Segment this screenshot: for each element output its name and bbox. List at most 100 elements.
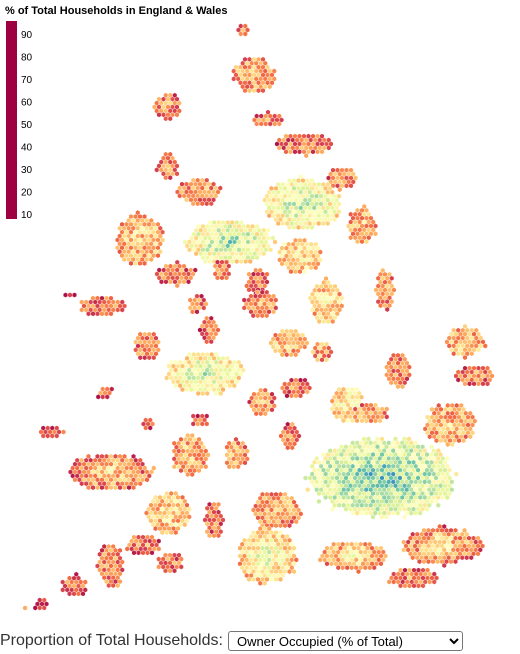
hex-cell[interactable] xyxy=(72,292,77,298)
hex-cell[interactable] xyxy=(95,310,100,317)
hex-cell[interactable] xyxy=(173,529,179,536)
hex-cell[interactable] xyxy=(461,437,466,444)
hex-cell[interactable] xyxy=(255,312,261,319)
hex-cell[interactable] xyxy=(178,564,184,570)
hex-cell[interactable] xyxy=(401,547,407,553)
hex-cell[interactable] xyxy=(204,390,210,397)
hex-cell[interactable] xyxy=(344,564,350,571)
hex-cell[interactable] xyxy=(278,576,283,583)
hex-cell[interactable] xyxy=(273,347,278,354)
hex-cell[interactable] xyxy=(371,564,377,571)
hex-cell[interactable] xyxy=(455,350,461,357)
hex-cell[interactable] xyxy=(316,220,322,227)
hex-cell[interactable] xyxy=(482,343,488,349)
hex-cell[interactable] xyxy=(119,307,125,313)
hex-cell[interactable] xyxy=(475,550,481,557)
hex-cell[interactable] xyxy=(427,579,433,585)
hex-cell[interactable] xyxy=(455,377,461,383)
hex-cell[interactable] xyxy=(373,230,378,237)
hex-cell[interactable] xyxy=(377,417,383,424)
hex-cell[interactable] xyxy=(90,310,96,317)
hex-cell[interactable] xyxy=(269,576,274,583)
hex-cell[interactable] xyxy=(285,444,291,451)
hex-cell[interactable] xyxy=(272,239,278,245)
hex-cell[interactable] xyxy=(471,380,477,387)
hex-cell[interactable] xyxy=(288,268,294,275)
hex-cell[interactable] xyxy=(420,582,426,589)
hex-cell[interactable] xyxy=(226,463,232,470)
hex-cell[interactable] xyxy=(95,484,100,491)
hex-cell[interactable] xyxy=(408,510,414,516)
hex-cell[interactable] xyxy=(293,268,298,275)
hex-cell[interactable] xyxy=(302,268,307,275)
hex-cell[interactable] xyxy=(250,312,256,319)
hex-cell[interactable] xyxy=(302,475,308,481)
hex-cell[interactable] xyxy=(453,471,459,477)
hex-cell[interactable] xyxy=(261,250,267,257)
hex-cell[interactable] xyxy=(354,510,360,516)
hex-cell[interactable] xyxy=(104,484,109,491)
hex-cell[interactable] xyxy=(253,410,259,417)
hex-cell[interactable] xyxy=(416,582,421,589)
hex-cell[interactable] xyxy=(246,286,252,293)
hex-cell[interactable] xyxy=(398,582,403,589)
hex-cell[interactable] xyxy=(340,564,346,571)
hex-cell[interactable] xyxy=(216,532,221,539)
hex-cell[interactable] xyxy=(272,121,278,127)
hex-cell[interactable] xyxy=(262,580,268,587)
hex-cell[interactable] xyxy=(145,549,150,556)
hex-cell[interactable] xyxy=(476,346,481,353)
hex-cell[interactable] xyxy=(224,274,229,281)
hex-cell[interactable] xyxy=(117,484,123,491)
hex-cell[interactable] xyxy=(207,532,212,539)
hex-cell[interactable] xyxy=(440,494,446,501)
hex-cell[interactable] xyxy=(400,383,405,390)
hex-cell[interactable] xyxy=(431,579,437,585)
hex-cell[interactable] xyxy=(332,216,337,223)
hex-cell[interactable] xyxy=(41,605,47,611)
hex-cell[interactable] xyxy=(315,356,320,363)
hex-cell[interactable] xyxy=(156,564,162,570)
hex-cell[interactable] xyxy=(67,292,73,298)
hex-cell[interactable] xyxy=(171,463,177,470)
hex-cell[interactable] xyxy=(421,558,427,565)
hex-cell[interactable] xyxy=(467,433,473,440)
hex-cell[interactable] xyxy=(163,174,169,181)
hex-cell[interactable] xyxy=(302,344,308,350)
hex-cell[interactable] xyxy=(110,582,116,589)
hex-cell[interactable] xyxy=(196,467,202,474)
hex-cell[interactable] xyxy=(320,220,326,227)
hex-cell[interactable] xyxy=(395,510,401,516)
hex-cell[interactable] xyxy=(86,484,91,491)
hex-cell[interactable] xyxy=(32,605,38,611)
hex-cell[interactable] xyxy=(349,564,355,571)
hex-cell[interactable] xyxy=(410,554,416,561)
hex-cell[interactable] xyxy=(143,425,149,431)
hex-cell[interactable] xyxy=(287,568,292,575)
hex-cell[interactable] xyxy=(402,514,407,520)
hex-cell[interactable] xyxy=(100,394,106,400)
hex-cell[interactable] xyxy=(155,252,161,259)
hex-cell[interactable] xyxy=(61,429,66,435)
hex-cell[interactable] xyxy=(303,152,309,159)
hex-cell[interactable] xyxy=(350,510,356,516)
hex-cell[interactable] xyxy=(251,87,257,94)
hex-cell[interactable] xyxy=(180,386,185,393)
hex-cell[interactable] xyxy=(246,576,252,583)
hex-cell[interactable] xyxy=(231,382,237,389)
hex-cell[interactable] xyxy=(310,148,316,155)
hex-cell[interactable] xyxy=(430,558,436,565)
hex-cell[interactable] xyxy=(95,394,101,400)
hex-cell[interactable] xyxy=(275,220,281,227)
hex-cell[interactable] xyxy=(219,274,225,281)
hex-cell[interactable] xyxy=(195,200,201,207)
hex-cell[interactable] xyxy=(451,350,457,357)
hex-cell[interactable] xyxy=(291,224,297,231)
hex-cell[interactable] xyxy=(288,148,293,155)
hex-cell[interactable] xyxy=(413,510,419,516)
hex-cell[interactable] xyxy=(284,392,290,399)
hex-cell[interactable] xyxy=(181,278,187,285)
hex-cell[interactable] xyxy=(278,522,283,529)
hex-cell[interactable] xyxy=(168,278,173,285)
hex-cell[interactable] xyxy=(156,546,162,552)
